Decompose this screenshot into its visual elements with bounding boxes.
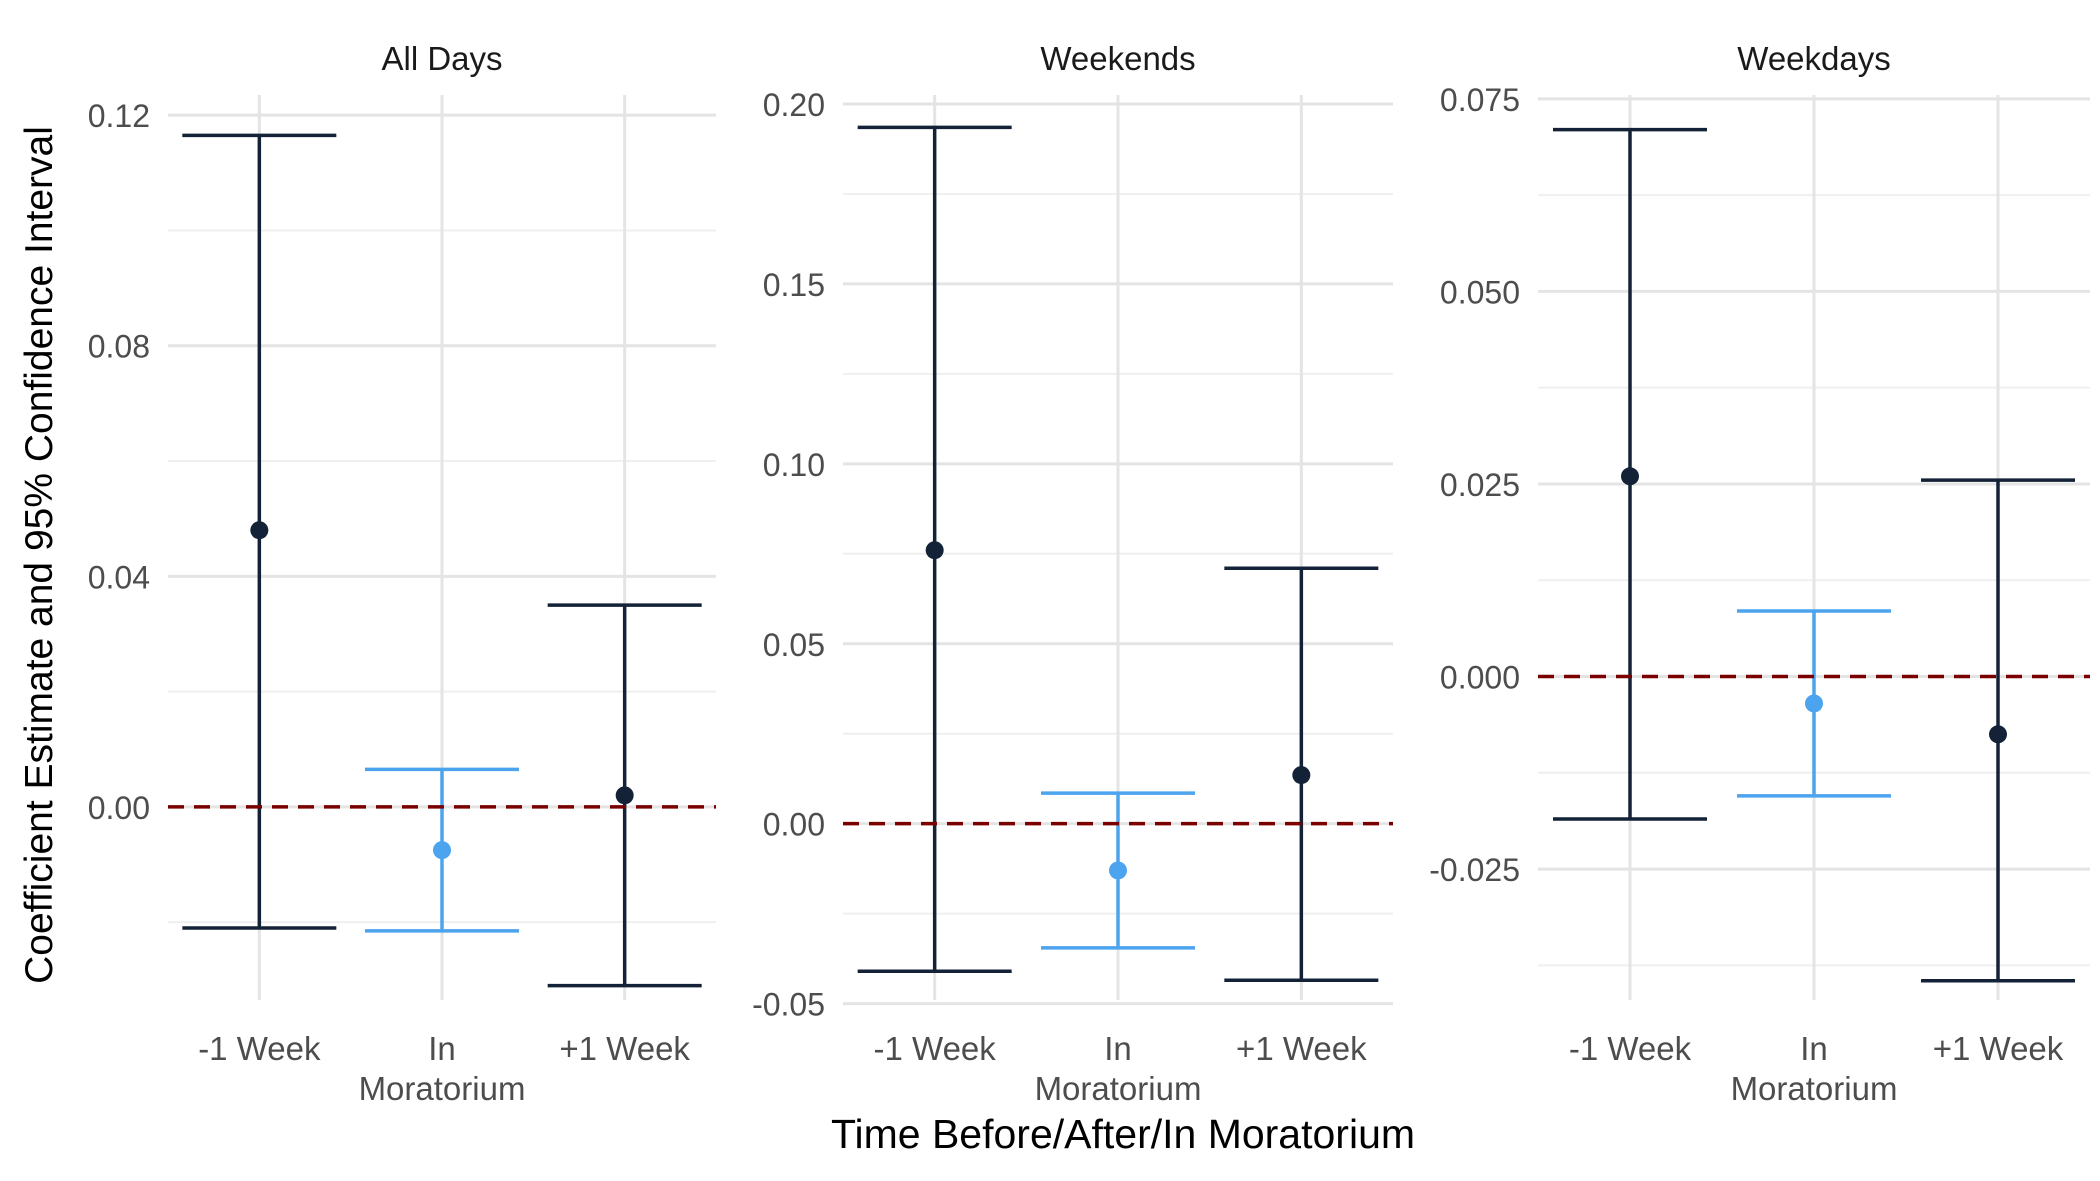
y-tick-label: 0.20: [763, 87, 825, 123]
y-axis-title: Coefficient Estimate and 95% Confidence …: [18, 126, 61, 984]
y-tick-label: 0.04: [88, 559, 150, 595]
x-tick-label: -1 Week: [1569, 1030, 1692, 1067]
facet-title: Weekdays: [1737, 40, 1890, 77]
y-tick-label: 0.10: [763, 447, 825, 483]
estimate-point: [433, 841, 451, 860]
x-tick-label: -1 Week: [198, 1030, 321, 1067]
x-tick-label: +1 Week: [559, 1030, 690, 1067]
panels: All Days 0.00 0.04 0.08 0.12 -1 Week In Morator…: [88, 40, 2090, 1107]
y-tick-label: 0.12: [88, 98, 150, 134]
y-tick-label: 0.00: [763, 807, 825, 843]
estimate-point: [1621, 467, 1639, 486]
y-tick-label: 0.000: [1440, 660, 1520, 696]
panel-0: All Days 0.00 0.04 0.08 0.12 -1 Week In Morator…: [88, 40, 716, 1107]
estimate-point: [1805, 694, 1823, 713]
y-tick-label: 0.00: [88, 790, 150, 826]
estimate-point: [925, 541, 944, 560]
x-tick-label: In Moratorium: [359, 1030, 526, 1107]
y-tick-label: 0.08: [88, 329, 150, 365]
facet-title: Weekends: [1040, 40, 1195, 77]
y-tick-label: 0.050: [1440, 274, 1520, 310]
y-tick-label: 0.05: [763, 627, 825, 663]
x-axis-title: Time Before/After/In Moratorium: [831, 1111, 1415, 1157]
panel-2: Weekdays -0.025 0.000 0.025 0.050 0.075 -1 Wee…: [1429, 40, 2090, 1107]
x-tick-label: +1 Week: [1933, 1030, 2064, 1067]
estimate-point: [615, 786, 634, 805]
y-tick-label: 0.025: [1440, 467, 1520, 503]
y-tick-label: 0.15: [763, 267, 825, 303]
estimate-point: [1109, 861, 1127, 880]
y-tick-label: -0.05: [752, 987, 825, 1023]
x-tick-label: In Moratorium: [1035, 1030, 1202, 1107]
estimate-point: [1292, 766, 1311, 785]
estimate-point: [1989, 725, 2007, 744]
estimate-point: [250, 521, 269, 540]
x-tick-label: In Moratorium: [1731, 1030, 1898, 1107]
x-tick-label: -1 Week: [874, 1030, 997, 1067]
facet-title: All Days: [381, 40, 502, 77]
panel-1: Weekends -0.05 0.00 0.05 0.10 0.15 0.20 -1 Week…: [752, 40, 1393, 1107]
y-tick-label: -0.025: [1429, 852, 1520, 888]
y-tick-label: 0.075: [1440, 82, 1520, 118]
x-tick-label: +1 Week: [1236, 1030, 1367, 1067]
